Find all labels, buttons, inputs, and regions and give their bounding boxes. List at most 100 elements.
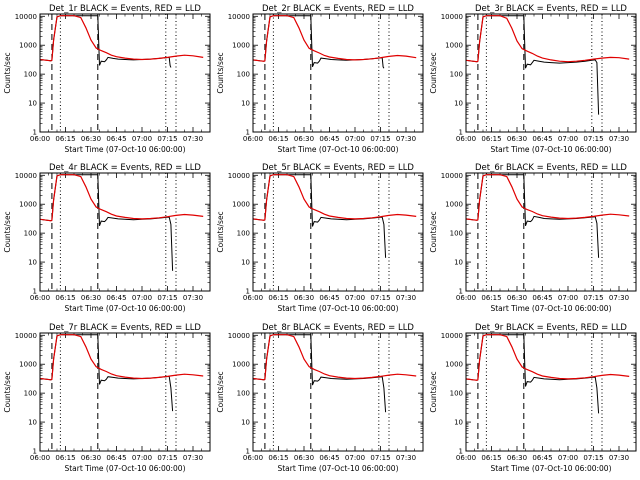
x-tick-label: 07:30 [609,294,629,302]
x-tick-label: 06:15 [55,294,75,302]
x-tick-label: 07:15 [157,454,177,462]
x-tick-label: 07:15 [370,454,390,462]
events-series-line [466,174,600,258]
x-axis-label: Start Time (07-Oct-10 06:00:00) [64,464,185,473]
plot-frame [39,172,211,292]
x-tick-label: 07:30 [183,454,203,462]
plot-frame [39,332,211,452]
y-tick-label: 1000 [19,42,37,50]
x-tick-label: 06:45 [532,135,552,143]
x-tick-label: 06:30 [81,454,101,462]
y-axis-label: Counts/sec [216,52,225,93]
y-tick-label: 1000 [19,201,37,209]
x-tick-label: 07:00 [558,454,578,462]
y-tick-label: 10000 [441,172,463,180]
lld-series-line [40,15,204,62]
x-tick-label: 07:30 [609,454,629,462]
x-tick-label: 06:45 [106,454,126,462]
y-tick-label: 10 [241,419,250,427]
y-tick-label: 10000 [228,172,250,180]
events-series-line [253,174,387,258]
plot-frame [465,332,637,452]
panel-title: Det_4r BLACK = Events, RED = LLD [49,163,201,173]
plot-frame [252,172,424,292]
y-tick-label: 10 [454,100,463,108]
lld-series-line [253,15,417,62]
y-axis-label: Counts/sec [3,371,12,412]
plot-frame [252,13,424,133]
panel-title: Det_5r BLACK = Events, RED = LLD [262,163,414,173]
x-tick-label: 06:45 [319,135,339,143]
y-axis-label: Counts/sec [3,52,12,93]
events-series-line [466,15,600,115]
y-tick-label: 10000 [441,332,463,340]
y-tick-label: 10 [28,259,37,267]
x-tick-label: 07:15 [583,454,603,462]
x-axis-label: Start Time (07-Oct-10 06:00:00) [64,145,185,154]
y-tick-label: 1000 [232,201,250,209]
y-tick-label: 1 [246,288,250,296]
x-tick-label: 06:15 [55,454,75,462]
y-tick-label: 1 [459,448,463,456]
y-axis-label: Counts/sec [216,211,225,252]
detector-panel: Det_8r BLACK = Events, RED = LLD Counts/s… [216,323,424,473]
panel-title: Det_7r BLACK = Events, RED = LLD [49,323,201,333]
y-axis-label: Counts/sec [216,371,225,412]
events-series-line [466,334,600,414]
plot-frame [465,13,637,133]
x-tick-label: 07:30 [183,294,203,302]
x-tick-label: 07:15 [157,135,177,143]
panel-title: Det_3r BLACK = Events, RED = LLD [475,4,627,14]
x-tick-label: 06:00 [243,135,263,143]
panel-title: Det_2r BLACK = Events, RED = LLD [262,4,414,14]
panel-title: Det_6r BLACK = Events, RED = LLD [475,163,627,173]
events-series-line [40,15,172,68]
x-axis-label: Start Time (07-Oct-10 06:00:00) [64,304,185,313]
y-axis-label: Counts/sec [429,52,438,93]
y-tick-label: 100 [24,390,37,398]
x-tick-label: 06:45 [532,294,552,302]
x-tick-label: 07:00 [558,294,578,302]
lld-series-line [466,15,630,63]
x-tick-label: 07:15 [583,294,603,302]
x-tick-label: 06:15 [268,454,288,462]
x-tick-label: 07:30 [396,135,416,143]
x-axis-label: Start Time (07-Oct-10 06:00:00) [490,304,611,313]
y-tick-label: 10 [241,100,250,108]
detector-panel: Det_9r BLACK = Events, RED = LLD Counts/s… [429,323,637,473]
y-tick-label: 100 [237,230,250,238]
y-tick-label: 10000 [15,332,37,340]
y-axis-label: Counts/sec [429,211,438,252]
x-tick-label: 06:30 [81,294,101,302]
y-tick-label: 1 [33,288,37,296]
y-tick-label: 100 [24,230,37,238]
x-tick-label: 07:15 [583,135,603,143]
y-tick-label: 10000 [228,332,250,340]
y-tick-label: 100 [450,230,463,238]
x-tick-label: 07:30 [396,454,416,462]
plot-frame [252,332,424,452]
x-tick-label: 06:00 [243,294,263,302]
x-tick-label: 06:30 [507,135,527,143]
x-tick-label: 07:00 [132,294,152,302]
x-tick-label: 07:30 [609,135,629,143]
y-tick-label: 1000 [445,361,463,369]
x-tick-label: 06:00 [456,135,476,143]
detector-panel: Det_5r BLACK = Events, RED = LLD Counts/s… [216,163,424,313]
x-tick-label: 07:00 [345,135,365,143]
y-tick-label: 10 [241,259,250,267]
x-tick-label: 06:00 [456,294,476,302]
lld-series-line [253,174,417,221]
x-tick-label: 07:00 [558,135,578,143]
lld-series-line [253,334,417,381]
detector-panel: Det_6r BLACK = Events, RED = LLD Counts/s… [429,163,637,313]
y-tick-label: 1 [246,129,250,137]
y-tick-label: 1 [246,448,250,456]
x-tick-label: 06:45 [106,294,126,302]
y-tick-label: 1 [459,129,463,137]
x-tick-label: 07:00 [132,135,152,143]
y-tick-label: 1000 [232,42,250,50]
y-tick-label: 10 [454,419,463,427]
panel-title: Det_8r BLACK = Events, RED = LLD [262,323,414,333]
detector-panel: Det_3r BLACK = Events, RED = LLD Counts/s… [429,4,637,154]
